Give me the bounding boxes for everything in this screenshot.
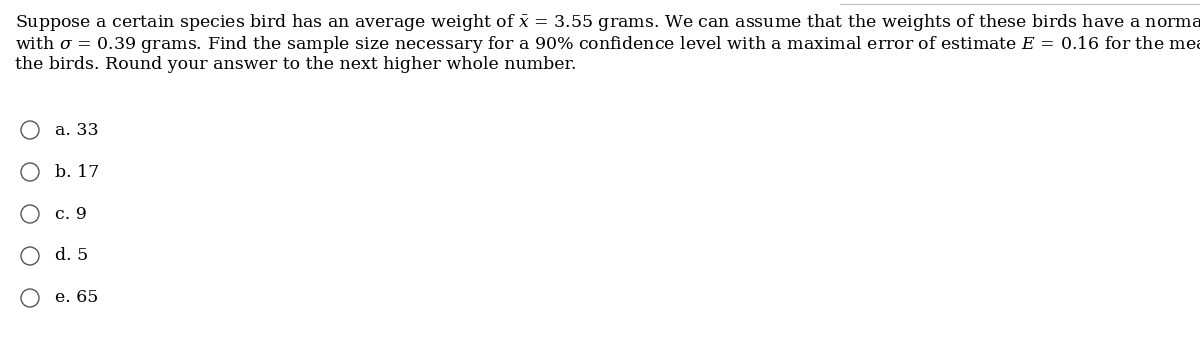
- Text: a. 33: a. 33: [55, 121, 98, 138]
- Text: c. 9: c. 9: [55, 205, 86, 222]
- Text: with $\sigma$ = 0.39 grams. Find the sample size necessary for a 90% confidence : with $\sigma$ = 0.39 grams. Find the sam…: [14, 34, 1200, 55]
- Text: e. 65: e. 65: [55, 289, 98, 306]
- Text: the birds. Round your answer to the next higher whole number.: the birds. Round your answer to the next…: [14, 56, 576, 73]
- Text: b. 17: b. 17: [55, 163, 100, 180]
- Text: d. 5: d. 5: [55, 247, 89, 264]
- Text: Suppose a certain species bird has an average weight of $\bar{x}$ = 3.55 grams. : Suppose a certain species bird has an av…: [14, 12, 1200, 33]
